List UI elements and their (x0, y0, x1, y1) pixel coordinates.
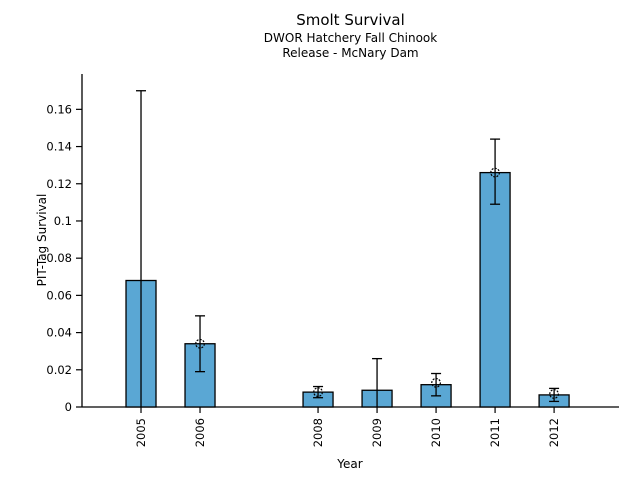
x-tick-label-2011: 2011 (488, 418, 502, 447)
y-tick-label-0.12: 0.12 (46, 177, 72, 191)
point-marker-2012 (549, 389, 559, 399)
x-tick-label-2009: 2009 (370, 418, 384, 447)
x-tick-label-2012: 2012 (547, 418, 561, 447)
x-tick-label-2008: 2008 (311, 418, 325, 447)
point-marker-2006 (195, 338, 205, 349)
x-tick-label-2006: 2006 (193, 418, 207, 447)
x-axis-label: Year (336, 457, 362, 471)
point-marker-2011 (490, 167, 500, 178)
bar-2011 (479, 171, 511, 408)
chart-title: Smolt Survival (296, 11, 405, 29)
point-marker-2008 (313, 387, 323, 398)
y-tick-label-0.16: 0.16 (46, 102, 72, 116)
chart-subtitle-line1: DWOR Hatchery Fall Chinook (263, 31, 438, 45)
y-axis-label: PIT-Tag Survival (35, 194, 49, 287)
chart-layer: 0 0.02 0.04 0.06 0.08 0.1 0.12 0.14 0.16 2005 2006… (46, 74, 619, 447)
x-tick-label-2010: 2010 (429, 418, 443, 447)
y-tick-label-0.1: 0.1 (54, 214, 72, 228)
x-tick-label-2005: 2005 (134, 418, 148, 447)
y-tick-label-0: 0 (65, 400, 72, 414)
y-tick-label-0.14: 0.14 (46, 140, 72, 154)
y-tick-label-0.08: 0.08 (46, 251, 72, 265)
y-tick-label-0.02: 0.02 (46, 363, 72, 377)
y-tick-label-0.04: 0.04 (46, 326, 72, 340)
chart-subtitle-line2: Release - McNary Dam (282, 46, 419, 60)
y-tick-label-0.06: 0.06 (46, 288, 72, 302)
point-marker-2010 (431, 377, 441, 388)
